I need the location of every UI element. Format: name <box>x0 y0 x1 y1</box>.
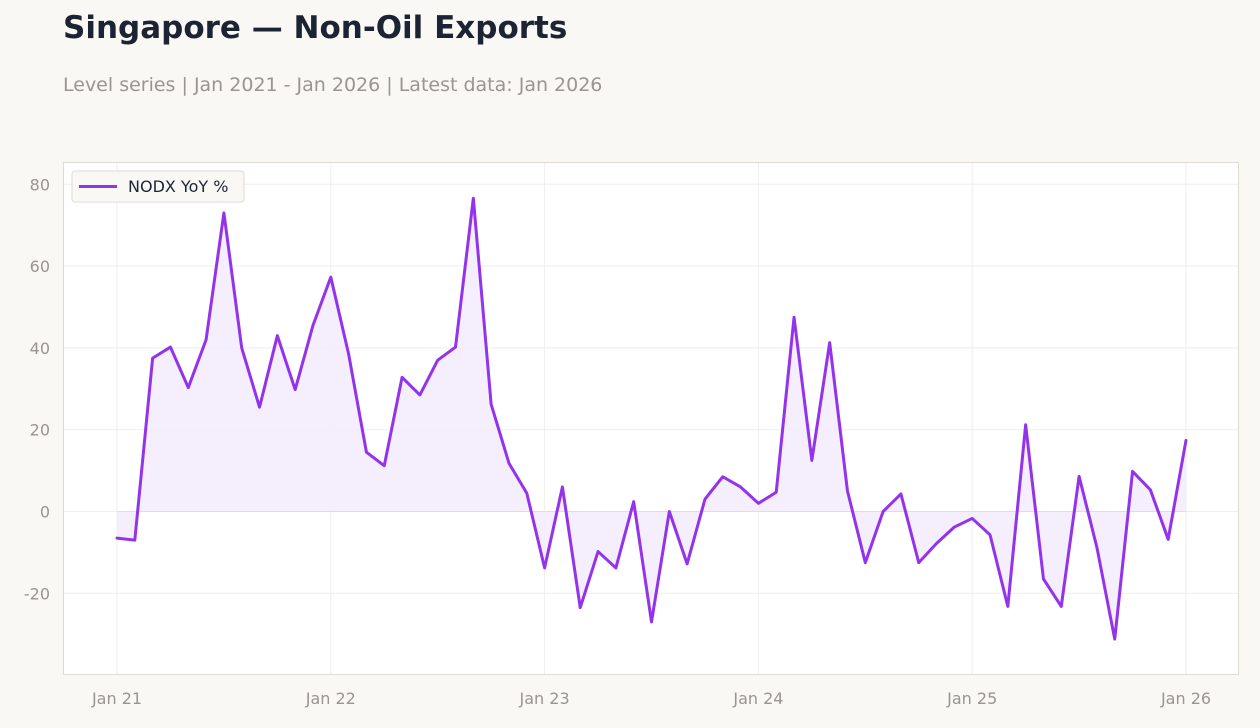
y-tick-label: -20 <box>24 584 50 603</box>
y-tick-label: 60 <box>30 257 50 276</box>
x-axis-ticks: Jan 21 Jan 22 Jan 23 Jan 24 Jan 25 Jan 26 <box>91 689 1211 708</box>
area-fill-layer <box>117 198 1186 640</box>
y-tick-label: 80 <box>30 175 50 194</box>
legend-box <box>71 170 245 203</box>
x-tick-label: Jan 23 <box>519 689 570 708</box>
series-area-fill <box>117 198 1186 640</box>
x-tick-label: Jan 21 <box>91 689 142 708</box>
x-tick-label: Jan 26 <box>1160 689 1211 708</box>
series-line-layer <box>115 196 1188 641</box>
x-tick-label: Jan 24 <box>732 689 783 708</box>
y-axis-ticks: 80 60 40 20 0 -20 <box>24 175 50 603</box>
plot-frame <box>63 162 1239 675</box>
y-tick-label: 20 <box>30 421 50 440</box>
chart-subtitle: Level series | Jan 2021 - Jan 2026 | Lat… <box>63 74 603 96</box>
y-tick-label: 40 <box>30 339 50 358</box>
series-line-nodx-yoy <box>115 196 1188 641</box>
y-tick-label: 0 <box>40 503 50 522</box>
chart-title: Singapore — Non-Oil Exports <box>63 10 568 46</box>
x-tick-label: Jan 22 <box>305 689 356 708</box>
legend-label: NODX YoY % <box>128 177 228 196</box>
legend: NODX YoY % <box>71 170 245 203</box>
x-tick-label: Jan 25 <box>946 689 997 708</box>
plot-border <box>63 162 1239 675</box>
